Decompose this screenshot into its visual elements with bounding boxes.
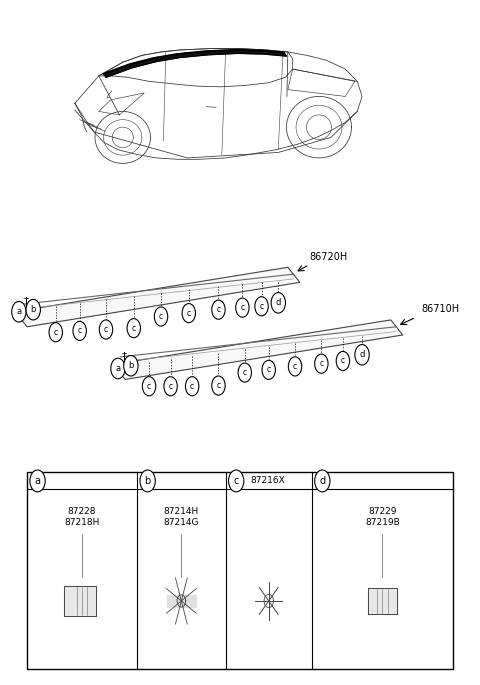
Circle shape xyxy=(182,303,195,323)
Text: d: d xyxy=(276,299,281,308)
Circle shape xyxy=(99,320,113,339)
Text: 87229
87219B: 87229 87219B xyxy=(365,507,400,527)
Text: c: c xyxy=(78,326,82,336)
Text: b: b xyxy=(31,306,36,314)
Text: c: c xyxy=(341,356,345,366)
Circle shape xyxy=(336,351,349,371)
Text: 87216X: 87216X xyxy=(251,477,285,486)
Text: c: c xyxy=(187,309,191,318)
Text: c: c xyxy=(54,327,58,337)
Text: c: c xyxy=(260,302,264,311)
Text: c: c xyxy=(190,382,194,390)
Circle shape xyxy=(255,297,268,316)
Circle shape xyxy=(140,470,156,492)
Circle shape xyxy=(49,323,62,342)
Text: c: c xyxy=(132,323,136,333)
Circle shape xyxy=(212,376,225,395)
Text: c: c xyxy=(159,312,163,321)
Circle shape xyxy=(111,358,125,379)
Text: c: c xyxy=(216,381,220,390)
Text: c: c xyxy=(267,365,271,374)
Circle shape xyxy=(271,292,286,313)
Circle shape xyxy=(288,357,302,376)
Text: 86710H: 86710H xyxy=(422,304,460,314)
Text: c: c xyxy=(319,359,324,369)
Polygon shape xyxy=(368,588,397,614)
Circle shape xyxy=(212,300,225,319)
Circle shape xyxy=(155,307,168,326)
Circle shape xyxy=(143,377,156,396)
Polygon shape xyxy=(64,586,96,616)
Text: 87214H
87214G: 87214H 87214G xyxy=(164,507,199,527)
Text: 87228
87218H: 87228 87218H xyxy=(64,507,100,527)
Bar xyxy=(27,473,453,669)
Circle shape xyxy=(236,298,249,317)
Circle shape xyxy=(238,363,252,382)
Circle shape xyxy=(164,377,177,396)
Circle shape xyxy=(315,470,330,492)
Polygon shape xyxy=(15,267,300,327)
Text: c: c xyxy=(233,476,239,486)
Text: c: c xyxy=(168,382,173,390)
Polygon shape xyxy=(113,320,403,379)
Text: b: b xyxy=(144,476,151,486)
Text: a: a xyxy=(35,476,40,486)
Circle shape xyxy=(12,301,26,322)
Text: a: a xyxy=(16,308,22,316)
Circle shape xyxy=(26,299,40,320)
Text: c: c xyxy=(104,325,108,334)
Circle shape xyxy=(30,470,45,492)
Text: c: c xyxy=(147,382,151,390)
Text: 86720H: 86720H xyxy=(310,252,348,262)
Text: b: b xyxy=(128,361,133,371)
Polygon shape xyxy=(104,50,287,77)
Circle shape xyxy=(127,319,141,338)
Circle shape xyxy=(315,354,328,373)
Circle shape xyxy=(124,356,138,376)
Text: d: d xyxy=(360,350,365,360)
Text: d: d xyxy=(319,476,325,486)
Polygon shape xyxy=(167,595,196,607)
Text: c: c xyxy=(216,306,220,314)
Text: a: a xyxy=(115,364,120,373)
Circle shape xyxy=(262,360,276,379)
Circle shape xyxy=(73,321,86,340)
Text: c: c xyxy=(293,362,297,371)
Circle shape xyxy=(185,377,199,396)
Text: c: c xyxy=(240,303,244,312)
Circle shape xyxy=(228,470,244,492)
Circle shape xyxy=(355,345,369,365)
Text: c: c xyxy=(243,368,247,377)
